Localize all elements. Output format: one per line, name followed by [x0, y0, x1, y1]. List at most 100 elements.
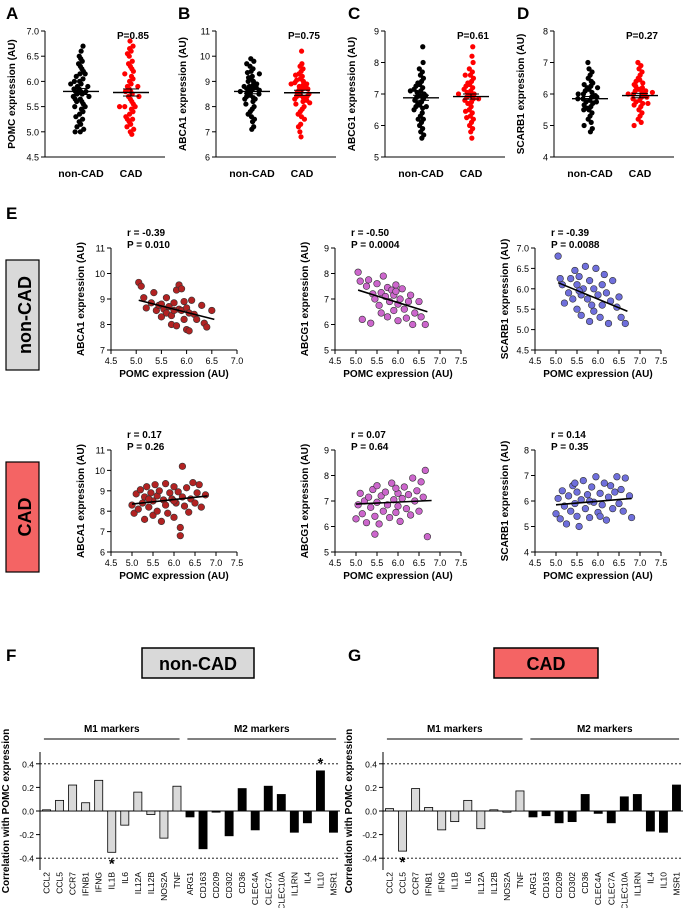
panel-g-y-label: Correlation with POMC expression [344, 729, 355, 893]
panel-e4-point [174, 488, 182, 496]
panel-label-c: C [348, 4, 360, 23]
panel-e5-point [398, 494, 406, 503]
panel-a-point [85, 83, 91, 90]
panel-a-point [129, 131, 135, 137]
panel-b-point [242, 96, 248, 102]
panel-e6-point [562, 520, 571, 528]
panel-c-point [470, 59, 476, 66]
panel-c-point [419, 135, 425, 141]
panel-e4-point [134, 505, 142, 513]
panel-d-point [580, 91, 587, 97]
panel-f-bar [302, 810, 312, 824]
panel-c-y-tick-label: 7 [374, 90, 379, 100]
panel-f-category-label: CLEC4A [250, 872, 260, 905]
panel-g-category-label: NOS2A [502, 872, 512, 901]
panel-e5-point [392, 484, 400, 492]
panel-d-point [638, 119, 644, 125]
panel-d-point [593, 99, 600, 105]
panel-g-category-label: CD209 [554, 872, 564, 899]
panel-e3-point [585, 317, 594, 326]
panel-e2-point [383, 313, 392, 321]
panel-c-point [469, 53, 475, 59]
f-group-label: non-CAD [159, 654, 237, 674]
panel-e1-point [185, 327, 193, 335]
panel-g-y-tick-label: 0.4 [365, 759, 377, 769]
panel-a-point [82, 71, 88, 77]
panel-g-category-label: CLEC4A [593, 872, 603, 905]
panel-a-point [77, 129, 83, 135]
panel-b-point [245, 78, 251, 84]
panel-g-category-label: CCL2 [385, 872, 395, 894]
panel-e5-point [356, 489, 364, 497]
panel-a-point [77, 71, 83, 77]
panel-e4-point [147, 489, 155, 497]
panel-e5-point [373, 482, 381, 490]
panel-e2-point [415, 297, 423, 306]
panel-e1-point [157, 313, 165, 321]
panel-f-bar [263, 785, 273, 812]
panel-c-y-label: ABCG1 expression (AU) [347, 37, 358, 151]
panel-e2-point [375, 301, 383, 309]
panel-e1-x-tick-label: 5.5 [155, 356, 168, 366]
panel-e2-x-label: POMC expression (AU) [343, 369, 452, 380]
panel-c-point [462, 72, 468, 78]
panel-d-point [581, 122, 587, 129]
panel-e5-point [367, 503, 375, 511]
panel-a-point [124, 124, 130, 130]
panel-e6-x-tick-label: 7.5 [655, 558, 668, 568]
panel-g-category-label: IL12B [489, 872, 499, 895]
panel-e6-point [617, 485, 625, 494]
panel-e5-point [417, 478, 425, 486]
panel-e3-point [560, 299, 569, 307]
panel-e6-point [609, 505, 617, 513]
panel-e5-point [358, 510, 366, 518]
panel-f-category-label: CD36 [237, 872, 247, 894]
panel-e4-point [162, 480, 170, 488]
panel-e1-y-tick-label: 9 [100, 295, 105, 305]
panel-e4-point [176, 523, 184, 532]
panel-e4-y-tick-label: 11 [96, 446, 105, 456]
panel-e6-point [611, 488, 619, 496]
panel-a-point [79, 58, 85, 64]
panel-g-category-label: CCR7 [411, 872, 421, 895]
f-group-box [141, 647, 255, 679]
panel-b-point [249, 126, 255, 132]
panel-a-point [128, 81, 134, 87]
panel-b-x-tick-label: non-CAD [229, 168, 275, 180]
panel-d-y-tick-label: 6 [543, 90, 548, 100]
panel-e1-r-value: r = -0.39 [127, 228, 166, 239]
panel-e3-x-label: POMC expression (AU) [543, 369, 652, 380]
panel-e6-y-tick-label: 5 [524, 522, 529, 532]
panel-e1-x-tick-label: 6.5 [206, 356, 219, 366]
panel-e4-y-tick-label: 10 [95, 466, 105, 476]
panel-f-bar [133, 791, 143, 812]
panel-e3-point [573, 305, 581, 313]
panel-e6-y-tick-label: 6 [524, 497, 529, 507]
panel-e3-point [621, 319, 629, 328]
panel-e3-x-tick-label: 6.5 [613, 356, 626, 366]
panel-f-bar [250, 810, 260, 831]
panel-c-point [470, 44, 476, 50]
panel-a-y-tick-label: 5.5 [26, 102, 39, 112]
panel-e2-point [396, 295, 404, 303]
panel-b-point [241, 83, 247, 90]
panel-e6-y-label: SCARB1 expression (AU) [500, 441, 511, 562]
panel-e1-point [170, 299, 178, 307]
panel-e1-point [180, 315, 188, 324]
panel-f-bar [146, 810, 156, 815]
panel-f-y-tick-label: 0.0 [22, 807, 34, 817]
panel-f-y-tick-label: 0.2 [22, 783, 34, 793]
panel-e6-point [571, 479, 579, 487]
panel-e5-point [400, 483, 408, 491]
panel-a-point [128, 48, 134, 54]
panel-e3-point [585, 277, 594, 285]
panel-e4-point [197, 503, 205, 511]
panel-c-point [465, 80, 471, 86]
panel-e5-point [354, 501, 362, 509]
panel-e3-point [571, 266, 579, 275]
panel-e1-point [172, 322, 181, 330]
panel-e5-y-tick-label: 7 [324, 497, 329, 507]
panel-g-category-label: CD302 [567, 872, 577, 899]
panel-e5-point [379, 507, 387, 515]
panel-g-category-label: CCL5 [398, 872, 408, 894]
